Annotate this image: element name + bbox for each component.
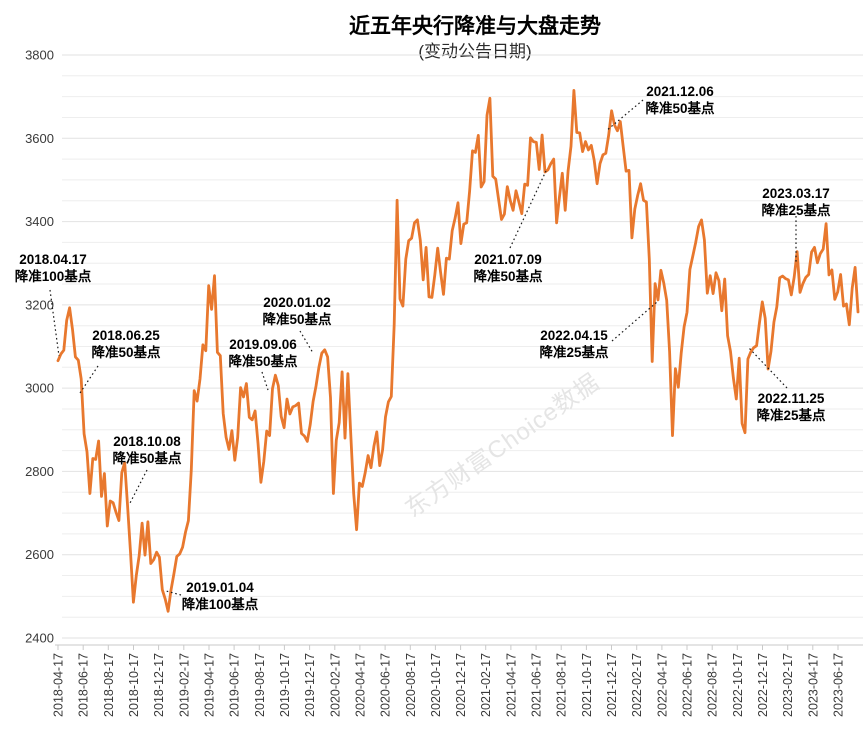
annotation-cut-label: 降准100基点 [181, 597, 259, 612]
annotation-leader-line [605, 99, 644, 132]
annotation-date: 2019.09.06 [229, 337, 297, 352]
rrr-cut-annotation: 2021.12.06 降准50基点 [645, 83, 714, 117]
x-axis-label: 2020-08-17 [404, 653, 418, 717]
annotation-date: 2023.03.17 [762, 186, 830, 201]
annotation-leader-line [128, 469, 148, 506]
annotation-leader-line [299, 330, 314, 354]
x-axis-label: 2018-12-17 [152, 653, 166, 717]
y-axis-label: 3200 [25, 297, 54, 312]
x-axis-label: 2021-08-17 [555, 653, 569, 717]
rrr-cut-annotation: 2023.03.17 降准25基点 [761, 185, 830, 219]
rrr-cut-annotation: 2021.07.09 降准50基点 [473, 251, 542, 285]
y-axis-label: 3800 [25, 48, 54, 63]
annotation-leader-line [611, 301, 658, 342]
chart-subtitle: (变动公告日期) [418, 42, 532, 61]
x-axis-label: 2023-02-17 [781, 653, 795, 717]
x-axis-label: 2018-08-17 [102, 653, 116, 717]
annotation-date: 2018.10.08 [113, 434, 181, 449]
annotation-leader-line [79, 365, 99, 394]
annotation-cut-label: 降准25基点 [539, 345, 609, 360]
rrr-cut-annotation: 2018.04.17 降准100基点 [15, 251, 92, 285]
annotation-cut-label: 降准50基点 [262, 312, 332, 327]
rrr-cut-annotation: 2022.11.25 降准25基点 [756, 390, 825, 424]
annotation-leader-line [49, 289, 60, 357]
annotation-cut-label: 降准50基点 [645, 101, 715, 116]
x-axis-label: 2018-10-17 [127, 653, 141, 717]
y-axis-label: 2800 [25, 464, 54, 479]
annotation-cut-label: 降准25基点 [756, 408, 826, 423]
x-axis-label: 2019-08-17 [253, 653, 267, 717]
annotation-leader-line [165, 590, 182, 596]
annotation-date: 2021.12.06 [646, 84, 714, 99]
x-axis-label: 2023-06-17 [832, 653, 846, 717]
x-axis-label: 2021-04-17 [504, 653, 518, 717]
y-axis-label: 3400 [25, 214, 54, 229]
annotation-date: 2022.11.25 [757, 391, 825, 406]
annotation-leader-line [509, 170, 547, 249]
chart-title: 近五年央行降准与大盘走势 [349, 15, 601, 38]
y-axis-label: 2400 [25, 631, 54, 646]
rrr-cut-annotation: 2019.09.06 降准50基点 [228, 336, 297, 370]
x-axis-label: 2018-04-17 [52, 653, 66, 717]
annotation-date: 2019.01.04 [186, 580, 254, 595]
annotation-cut-label: 降准25基点 [761, 203, 831, 218]
annotation-cut-label: 降准50基点 [228, 354, 298, 369]
rrr-cut-annotation: 2019.01.04 降准100基点 [182, 579, 259, 613]
x-axis-label: 2022-02-17 [630, 653, 644, 717]
watermark: 东方财富Choice数据 [400, 369, 604, 523]
x-axis-label: 2018-06-17 [77, 653, 91, 717]
y-axis-label: 3600 [25, 131, 54, 146]
annotation-date: 2018.04.17 [19, 252, 87, 267]
x-axis-label: 2022-08-17 [706, 653, 720, 717]
annotation-date: 2021.07.09 [474, 252, 542, 267]
annotation-date: 2018.06.25 [92, 328, 160, 343]
x-axis-label: 2019-06-17 [228, 653, 242, 717]
x-axis-label: 2019-04-17 [203, 653, 217, 717]
rrr-cut-annotation: 2022.04.15 降准25基点 [539, 327, 608, 361]
x-axis-label: 2022-06-17 [681, 653, 695, 717]
x-axis-label: 2020-02-17 [328, 653, 342, 717]
annotation-cut-label: 降准100基点 [14, 269, 92, 284]
x-axis-label: 2020-12-17 [454, 653, 468, 717]
rrr-cut-annotation: 2018.10.08 降准50基点 [112, 433, 181, 467]
annotation-date: 2022.04.15 [540, 328, 608, 343]
rrr-cut-annotation: 2020.01.02 降准50基点 [262, 294, 331, 328]
y-axis-label: 3000 [25, 381, 54, 396]
x-axis-label: 2019-10-17 [278, 653, 292, 717]
index-price-line [56, 89, 860, 613]
x-axis-label: 2022-10-17 [731, 653, 745, 717]
x-axis-label: 2023-04-17 [806, 653, 820, 717]
x-axis-label: 2021-02-17 [479, 653, 493, 717]
x-axis-label: 2021-12-17 [605, 653, 619, 717]
x-axis-label: 2020-10-17 [429, 653, 443, 717]
x-axis-label: 2022-12-17 [756, 653, 770, 717]
x-axis-label: 2019-12-17 [303, 653, 317, 717]
annotation-cut-label: 降准50基点 [112, 451, 182, 466]
x-axis-label: 2019-02-17 [177, 653, 191, 717]
x-axis-label: 2020-06-17 [379, 653, 393, 717]
annotation-date: 2020.01.02 [263, 295, 331, 310]
x-axis-label: 2020-04-17 [353, 653, 367, 717]
y-axis-label: 2600 [25, 547, 54, 562]
annotation-cut-label: 降准50基点 [91, 345, 161, 360]
x-axis-label: 2021-10-17 [580, 653, 594, 717]
annotation-leader-line [261, 371, 269, 391]
rrr-cut-annotation: 2018.06.25 降准50基点 [91, 327, 160, 361]
annotation-leader-line [748, 347, 788, 389]
x-axis-label: 2022-04-17 [655, 653, 669, 717]
x-axis-label: 2021-06-17 [530, 653, 544, 717]
annotation-cut-label: 降准50基点 [473, 269, 543, 284]
